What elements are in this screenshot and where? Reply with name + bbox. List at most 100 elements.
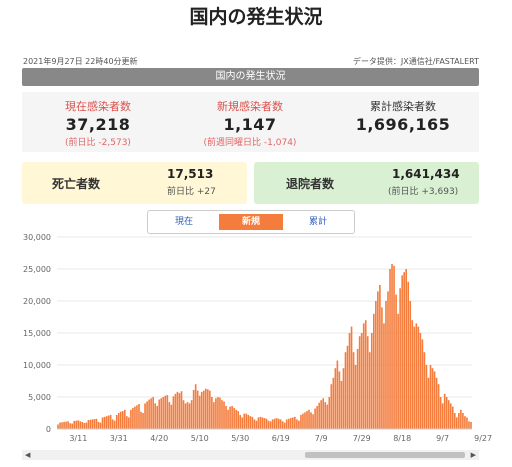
x-tick-label: 5/30 [231,434,249,443]
bar [241,417,244,429]
bar [375,301,377,429]
bar [111,419,114,429]
bar [204,388,207,429]
bar [249,416,252,429]
bar [154,403,156,429]
bar [63,421,65,429]
tab-cumulative[interactable]: 累計 [308,217,327,227]
bar [411,320,414,429]
bar [257,417,260,429]
bar [387,291,389,429]
cases-bar-chart: 30,000 25,000 20,000 15,000 10,000 5,000 0 3/11… [23,233,492,443]
bar [223,401,225,429]
data-source: データ提供：JX通信社/FASTALERT [352,57,479,66]
bar [231,405,233,429]
bar [445,397,448,429]
bar [219,397,221,429]
deaths-box: 死亡者数 17,513 前日比 +27 [22,162,247,204]
bar [324,402,327,429]
y-tick-label: 20,000 [23,297,51,306]
bar [180,391,183,429]
bar [227,409,229,429]
y-tick-label: 5,000 [28,393,51,402]
stat-new: 新規感染者数 1,147 (前週同曜日比 -1,074) [174,92,326,148]
bar [379,285,381,429]
tab-new[interactable]: 新規 [219,214,283,230]
bar [101,417,104,429]
bar [373,313,375,429]
scroll-left-icon[interactable]: ◀ [25,451,31,459]
bar [190,400,193,429]
bar [59,422,61,429]
bar [176,391,179,429]
bar [79,421,82,429]
bar [407,281,410,429]
bar [300,414,302,429]
bar [453,413,456,429]
bar [449,403,452,429]
x-tick-label: 3/31 [110,434,128,443]
updated-timestamp: 2021年9月27日 22時40分更新 [23,57,138,66]
bar [136,405,138,429]
scroll-thumb[interactable] [305,452,465,458]
bar [65,421,67,429]
bar [393,265,395,429]
x-tick-label: 9/7 [436,434,449,443]
bar [437,384,440,429]
stat-total-value: 1,696,165 [355,115,451,134]
bar [462,413,464,429]
bar [75,420,78,429]
bar [320,400,322,429]
bar [233,407,235,429]
y-tick-label: 0 [46,425,51,434]
bar [326,404,329,429]
bar [439,397,442,429]
bar [229,406,231,429]
bar [140,411,142,429]
bar [124,409,126,429]
bar [405,269,408,429]
bar [182,400,185,429]
bar [174,393,177,429]
bar [348,333,351,429]
bar [342,368,345,429]
bar [119,411,122,429]
bar [468,421,470,429]
bar [130,409,132,429]
bar [364,320,367,429]
stat-current-sub: (前日比 -2,573) [65,138,131,148]
bar [225,405,227,429]
bar [192,389,195,429]
scroll-right-icon[interactable]: ▶ [470,451,476,459]
bar [354,365,357,429]
bar [235,409,237,429]
x-tick-label: 5/10 [191,434,209,443]
bar [105,416,108,429]
bar [239,414,242,429]
bar [81,421,84,429]
bar [215,398,217,429]
bar [287,418,290,429]
bar [352,352,355,429]
chart-scrollbar[interactable]: ◀ ▶ [22,450,479,460]
bar [308,409,310,429]
bar [399,288,401,429]
stat-total: 累計感染者数 1,696,165 [327,92,479,134]
bar [304,412,306,429]
tab-current[interactable]: 現在 [174,217,193,227]
bar [358,336,361,429]
bar [117,413,120,429]
bar [200,391,203,429]
bar [134,406,136,429]
bar [310,412,312,429]
bar [113,420,116,429]
bar [217,397,219,429]
bar [314,408,316,429]
bar [377,291,379,429]
bar [429,365,432,429]
bar [389,269,391,429]
recovered-sub: (前日比 +3,693) [388,187,459,197]
bar [344,352,347,429]
bar [443,393,446,429]
recovered-value: 1,641,434 [392,167,460,181]
